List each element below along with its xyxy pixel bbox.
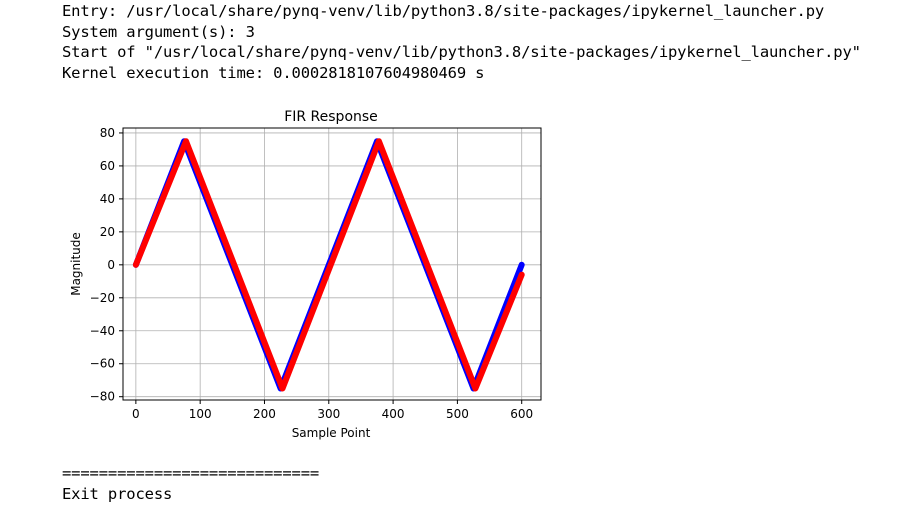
grid-lines (123, 128, 541, 400)
x-tick-label: 0 (132, 407, 140, 421)
chart-svg: FIR Response 0 100 200 300 400 500 60080604020… (69, 109, 542, 440)
kernel-execution-time-line: Kernel execution time: 0.000281810760498… (62, 64, 485, 82)
y-tick-label: 40 (100, 192, 115, 206)
y-tick-label: −40 (90, 324, 115, 338)
y-tick-label: −80 (90, 390, 115, 404)
x-axis-label: Sample Point (292, 426, 371, 440)
chart-title: FIR Response (284, 109, 378, 125)
x-tick-label: 400 (382, 407, 405, 421)
y-tick-label: 80 (100, 126, 115, 140)
x-tick-label: 600 (510, 407, 533, 421)
fir-response-plot: FIR Response 0 100 200 300 400 500 600 80 60 40 20… (60, 100, 560, 450)
y-tick-label: −20 (90, 291, 115, 305)
x-tick-label: 300 (317, 407, 340, 421)
exit-process-line: Exit process (62, 485, 173, 503)
x-tick-label: 500 (446, 407, 469, 421)
x-tick-label: 100 (189, 407, 212, 421)
series-lines (132, 138, 525, 392)
separator-line: ============================ (62, 464, 320, 482)
y-tick-label: 0 (107, 258, 115, 272)
series-line-1 (132, 138, 525, 392)
x-tick-label: 200 (253, 407, 276, 421)
y-tick-label: 60 (100, 159, 115, 173)
axes-frame (122, 127, 542, 401)
y-axis-label: Magnitude (69, 232, 83, 296)
start-line: Start of "/usr/local/share/pynq-venv/lib… (62, 43, 861, 61)
y-tick-label: −60 (90, 357, 115, 371)
entry-line: Entry: /usr/local/share/pynq-venv/lib/py… (62, 2, 825, 20)
y-tick-label: 20 (100, 225, 115, 239)
system-arguments-line: System argument(s): 3 (62, 23, 255, 41)
